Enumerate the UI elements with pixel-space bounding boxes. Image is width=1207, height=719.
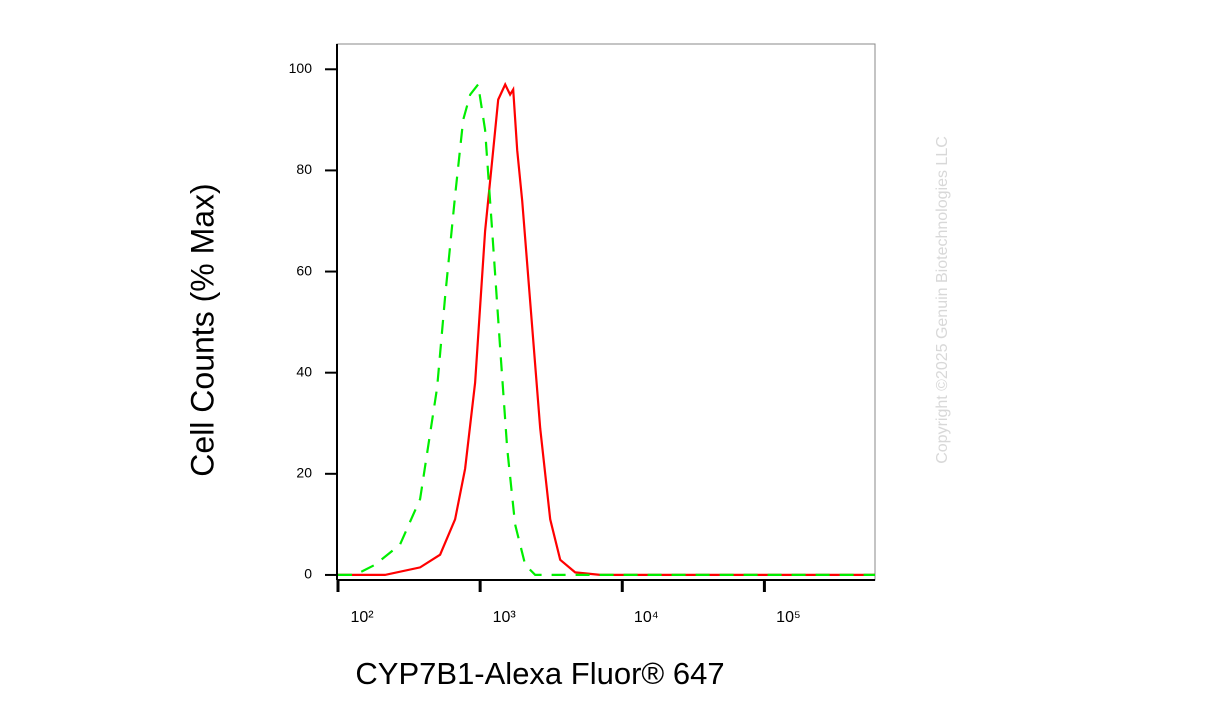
watermark: Copyright ©2025 Genuin Biotechnologies L…	[934, 136, 951, 464]
x-tick-label: 10³	[493, 609, 517, 626]
y-tick-label: 80	[296, 161, 312, 177]
x-tick-label: 10⁵	[776, 609, 800, 626]
histogram-line	[338, 81, 875, 576]
x-tick-label: 10⁴	[634, 609, 659, 626]
y-tick-label: 20	[296, 465, 312, 481]
y-tick-label: 100	[289, 60, 313, 76]
y-axis-label: Cell Counts (% Max)	[184, 183, 220, 476]
x-axis-label: CYP7B1-Alexa Fluor® 647	[355, 656, 724, 691]
y-tick-label: 0	[304, 566, 312, 582]
histogram-line	[338, 81, 875, 576]
y-tick-label: 60	[296, 262, 312, 278]
y-tick-label: 40	[296, 363, 312, 379]
plot-frame	[336, 43, 876, 581]
x-tick-label: 10²	[350, 609, 374, 626]
